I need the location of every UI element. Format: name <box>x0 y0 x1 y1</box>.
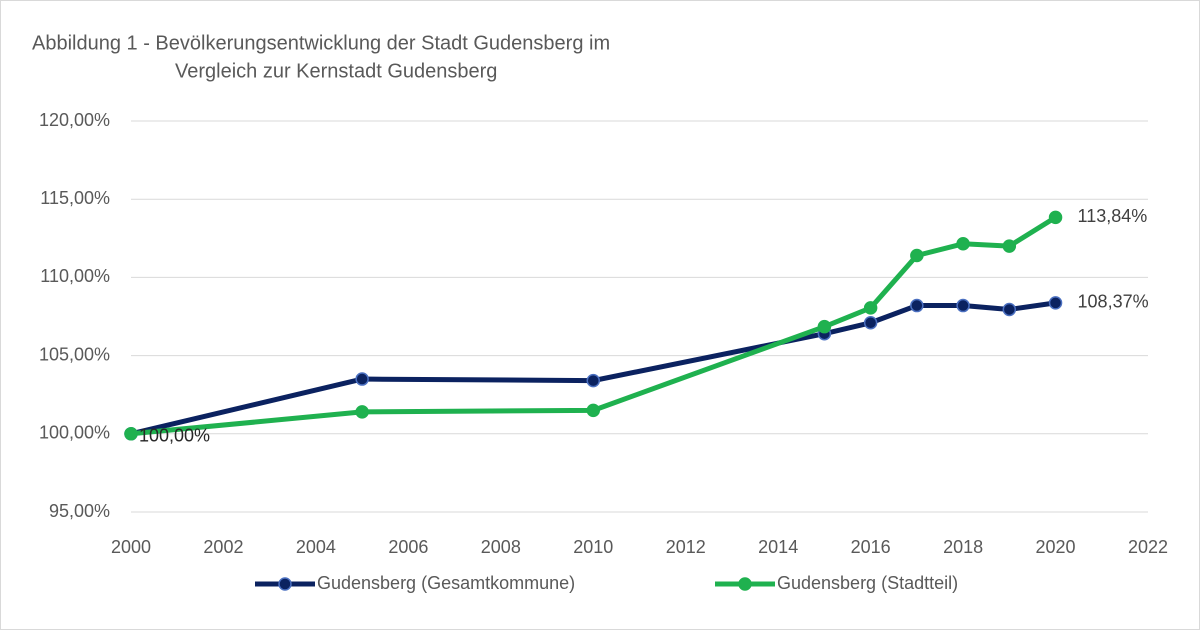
y-tick-label: 110,00% <box>40 266 110 286</box>
data-label: 113,84% <box>1078 206 1148 226</box>
data-point <box>910 298 924 313</box>
data-point <box>1048 210 1063 225</box>
y-tick-label: 95,00% <box>49 501 110 521</box>
legend-label: Gudensberg (Gesamtkommune) <box>317 573 575 593</box>
data-point <box>863 301 878 315</box>
data-point <box>956 237 970 251</box>
x-tick-label: 2022 <box>1128 537 1168 557</box>
data-label: 108,37% <box>1078 292 1149 312</box>
x-tick-label: 2004 <box>296 537 336 557</box>
x-tick-label: 2018 <box>943 537 983 557</box>
legend-label: Gudensberg (Stadtteil) <box>777 573 958 593</box>
data-point <box>586 373 601 388</box>
x-tick-label: 2002 <box>203 537 243 557</box>
data-point <box>910 248 924 263</box>
x-tick-label: 2000 <box>111 537 151 557</box>
data-point <box>586 403 601 418</box>
data-label: 100,00% <box>139 426 210 446</box>
x-tick-label: 2012 <box>666 537 706 557</box>
data-point <box>817 319 832 334</box>
legend-marker <box>738 577 752 591</box>
y-tick-label: 105,00% <box>39 344 110 364</box>
legend-marker <box>278 577 292 591</box>
y-tick-label: 115,00% <box>40 188 110 208</box>
x-tick-label: 2006 <box>388 537 428 557</box>
data-point <box>355 405 369 419</box>
y-tick-label: 120,00% <box>39 110 110 130</box>
data-point <box>355 372 369 386</box>
data-point <box>1002 302 1017 317</box>
x-tick-label: 2010 <box>573 537 613 557</box>
y-tick-label: 100,00% <box>39 423 110 443</box>
chart-title: Abbildung 1 - Bevölkerungsentwicklung de… <box>32 32 610 54</box>
x-tick-label: 2020 <box>1036 537 1076 557</box>
data-point <box>863 316 878 330</box>
data-point <box>1048 296 1063 310</box>
chart-title: Vergleich zur Kernstadt Gudensberg <box>175 60 497 82</box>
data-point <box>956 298 970 313</box>
x-tick-label: 2016 <box>851 537 891 557</box>
x-tick-label: 2014 <box>758 537 798 557</box>
data-point <box>1002 239 1017 253</box>
data-point <box>124 427 138 441</box>
x-tick-label: 2008 <box>481 537 521 557</box>
